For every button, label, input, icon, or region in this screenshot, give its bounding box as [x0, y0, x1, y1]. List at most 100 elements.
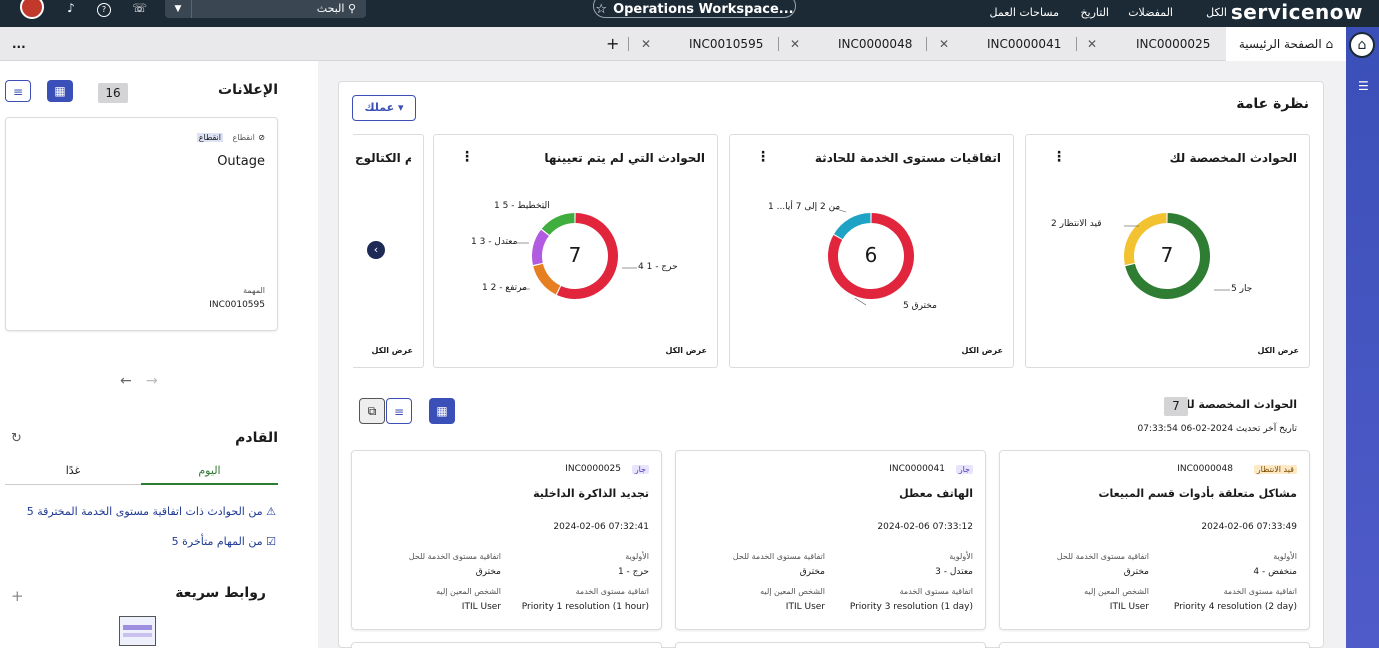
chart-label[interactable]: 4 حرج - 1: [638, 262, 678, 272]
incident-title: الهاتف معطل: [899, 487, 973, 500]
tab-close-inc0000048[interactable]: ✕: [790, 37, 801, 51]
incident-card[interactable]: [675, 642, 986, 648]
tab-inc0010595[interactable]: INC0010595: [689, 37, 764, 51]
tab-inc0000025[interactable]: INC0000025: [1136, 37, 1211, 51]
donut-slice-1[interactable]: [556, 213, 618, 299]
quick-links-title: روابط سريعة: [175, 585, 266, 601]
assigned-incidents-title: الحوادث المخصصة لك: [1180, 398, 1297, 411]
assigned-to-label: الشخص المعين إليه: [760, 587, 825, 596]
tab-inc0000041[interactable]: INC0000041: [987, 37, 1062, 51]
incident-number[interactable]: INC0000025: [565, 464, 621, 474]
donut-slice-2[interactable]: [1124, 213, 1167, 265]
view-all-link[interactable]: عرض الكل: [371, 346, 413, 355]
add-quick-link-icon[interactable]: +: [11, 587, 24, 605]
warning-icon: ⚠: [266, 505, 276, 518]
view-all-link[interactable]: عرض الكل: [1257, 346, 1299, 355]
quick-link-thumbnail-icon[interactable]: [119, 616, 156, 646]
global-search[interactable]: ▼ البحث ⚲: [165, 0, 366, 18]
home-icon[interactable]: ⌂: [1349, 32, 1375, 58]
chart-label[interactable]: 1 التخطيط - 5: [494, 201, 550, 211]
breached-sla-link[interactable]: 5 من الحوادث ذات اتفاقية مستوى الخدمة ال…: [27, 505, 276, 518]
carousel-prev-icon[interactable]: ‹: [367, 241, 385, 259]
donut-slice-1[interactable]: [828, 213, 914, 299]
donut-slice-2[interactable]: [533, 263, 561, 295]
your-work-dropdown-button[interactable]: عملك ▾: [352, 95, 416, 121]
search-scope-dropdown[interactable]: ▼: [165, 0, 192, 18]
grid-view-button[interactable]: ▦: [429, 398, 455, 424]
donut-slice-4[interactable]: [541, 213, 575, 236]
list-view-button[interactable]: ≡: [386, 398, 412, 424]
more-tabs-button[interactable]: ...: [12, 37, 26, 51]
incident-card[interactable]: [999, 642, 1310, 648]
nav-all[interactable]: الكل: [1206, 6, 1227, 19]
tab-today[interactable]: اليوم: [141, 464, 278, 485]
notifications-bell-icon[interactable]: ♪: [67, 1, 75, 15]
task-number[interactable]: INC0010595: [209, 300, 265, 310]
nav-workspaces[interactable]: مساحات العمل: [989, 6, 1059, 19]
incident-card[interactable]: جار INC0000025 تجديد الذاكرة الداخلية 20…: [351, 450, 662, 630]
list-view-button[interactable]: ≡: [5, 80, 31, 102]
assigned-to-value[interactable]: ITIL User: [785, 602, 825, 612]
sla-resolution-label: اتفاقية مستوى الخدمة للحل: [1056, 552, 1149, 561]
search-icon: ⚲: [347, 2, 356, 15]
right-sidebar-rail: ⌂ ☰: [1346, 27, 1379, 648]
tab-home[interactable]: الصفحة الرئيسية ⌂: [1226, 27, 1346, 61]
sla-resolution-label: اتفاقية مستوى الخدمة للحل: [408, 552, 501, 561]
chart-label[interactable]: 2 قيد الانتظار: [1051, 219, 1102, 229]
incident-number[interactable]: INC0000041: [889, 464, 945, 474]
add-tab-icon[interactable]: +: [606, 34, 620, 53]
tab-close-inc0000025[interactable]: ✕: [1087, 37, 1098, 51]
home-icon: ⌂: [1325, 37, 1334, 51]
workspace-selector[interactable]: ☆ Operations Workspace...: [593, 0, 796, 18]
chart-label[interactable]: 1 ...من 2 إلى 7 أيا: [768, 202, 841, 212]
chat-icon[interactable]: ☏: [132, 1, 148, 15]
chart-label[interactable]: 5 جار: [1231, 284, 1253, 294]
nav-history[interactable]: التاريخ: [1080, 6, 1109, 19]
sla-value: Priority 4 resolution (2 day): [1173, 602, 1297, 612]
tab-tomorrow[interactable]: غدًا: [5, 464, 141, 485]
refresh-icon[interactable]: ↻: [11, 431, 22, 446]
view-all-link[interactable]: عرض الكل: [665, 346, 707, 355]
more-options-icon[interactable]: ⋮: [756, 149, 770, 165]
next-arrow-icon[interactable]: →: [146, 373, 158, 389]
prev-arrow-icon[interactable]: ←: [120, 373, 132, 389]
tab-close-inc0010595[interactable]: ✕: [641, 37, 652, 51]
donut-slice-3[interactable]: [532, 229, 550, 265]
star-icon[interactable]: ☆: [595, 2, 608, 17]
overdue-tasks-link[interactable]: 5 من المهام متأخرة ☑: [172, 535, 276, 548]
widget-unassigned-incidents: الحوادث التي لم يتم تعيينها ⋮ 4 حرج - 1 …: [433, 134, 718, 368]
checkbox-icon: ☑: [266, 535, 276, 548]
grid-view-button[interactable]: ▦: [47, 80, 73, 102]
donut-slice-1[interactable]: [1125, 213, 1210, 299]
user-avatar[interactable]: [20, 0, 44, 19]
incident-card[interactable]: [351, 642, 662, 648]
tab-inc0000048[interactable]: INC0000048: [838, 37, 913, 51]
assigned-incidents-count: 7: [1164, 397, 1188, 416]
sla-label: اتفاقية مستوى الخدمة: [575, 587, 649, 596]
tab-home-label: الصفحة الرئيسية: [1238, 37, 1322, 51]
view-all-link[interactable]: عرض الكل: [961, 346, 1003, 355]
more-options-icon[interactable]: ⋮: [460, 149, 474, 165]
announcement-card[interactable]: انقطاع انقطاع ⊘ Outage المهمة INC0010595: [5, 117, 278, 331]
incident-card[interactable]: جار INC0000041 الهاتف معطل 2024-02-06 07…: [675, 450, 986, 630]
assigned-to-value[interactable]: ITIL User: [1109, 602, 1149, 612]
list-icon[interactable]: ☰: [1358, 79, 1369, 93]
more-options-icon[interactable]: ⋮: [1052, 149, 1066, 165]
assigned-to-value[interactable]: ITIL User: [461, 602, 501, 612]
incident-card[interactable]: قيد الانتظار INC0000048 مشاكل متعلقة بأد…: [999, 450, 1310, 630]
sla-resolution-label: اتفاقية مستوى الخدمة للحل: [732, 552, 825, 561]
overview-title: نظرة عامة: [1236, 96, 1309, 112]
status-badge: جار: [631, 465, 649, 474]
open-external-icon[interactable]: ⧉: [359, 398, 385, 424]
chart-label[interactable]: 5 مخترق: [903, 301, 937, 311]
chart-label[interactable]: 1 مرتفع - 2: [482, 283, 527, 293]
help-icon[interactable]: ?: [97, 3, 111, 17]
nav-favorites[interactable]: المفضلات: [1128, 6, 1173, 19]
widget-incident-slas: اتفاقيات مستوى الخدمة للحادثة ⋮ 5 مخترق …: [729, 134, 1014, 368]
last-updated-timestamp: تاريخ آخر تحديث 2024-02-06 07:33:54: [1137, 424, 1297, 434]
incident-number[interactable]: INC0000048: [1177, 464, 1233, 474]
donut-slice-2[interactable]: [834, 213, 871, 240]
tab-close-inc0000041[interactable]: ✕: [939, 37, 950, 51]
chart-label[interactable]: 1 معتدل - 3: [471, 237, 518, 247]
servicenow-logo[interactable]: servicenow: [1230, 0, 1363, 24]
